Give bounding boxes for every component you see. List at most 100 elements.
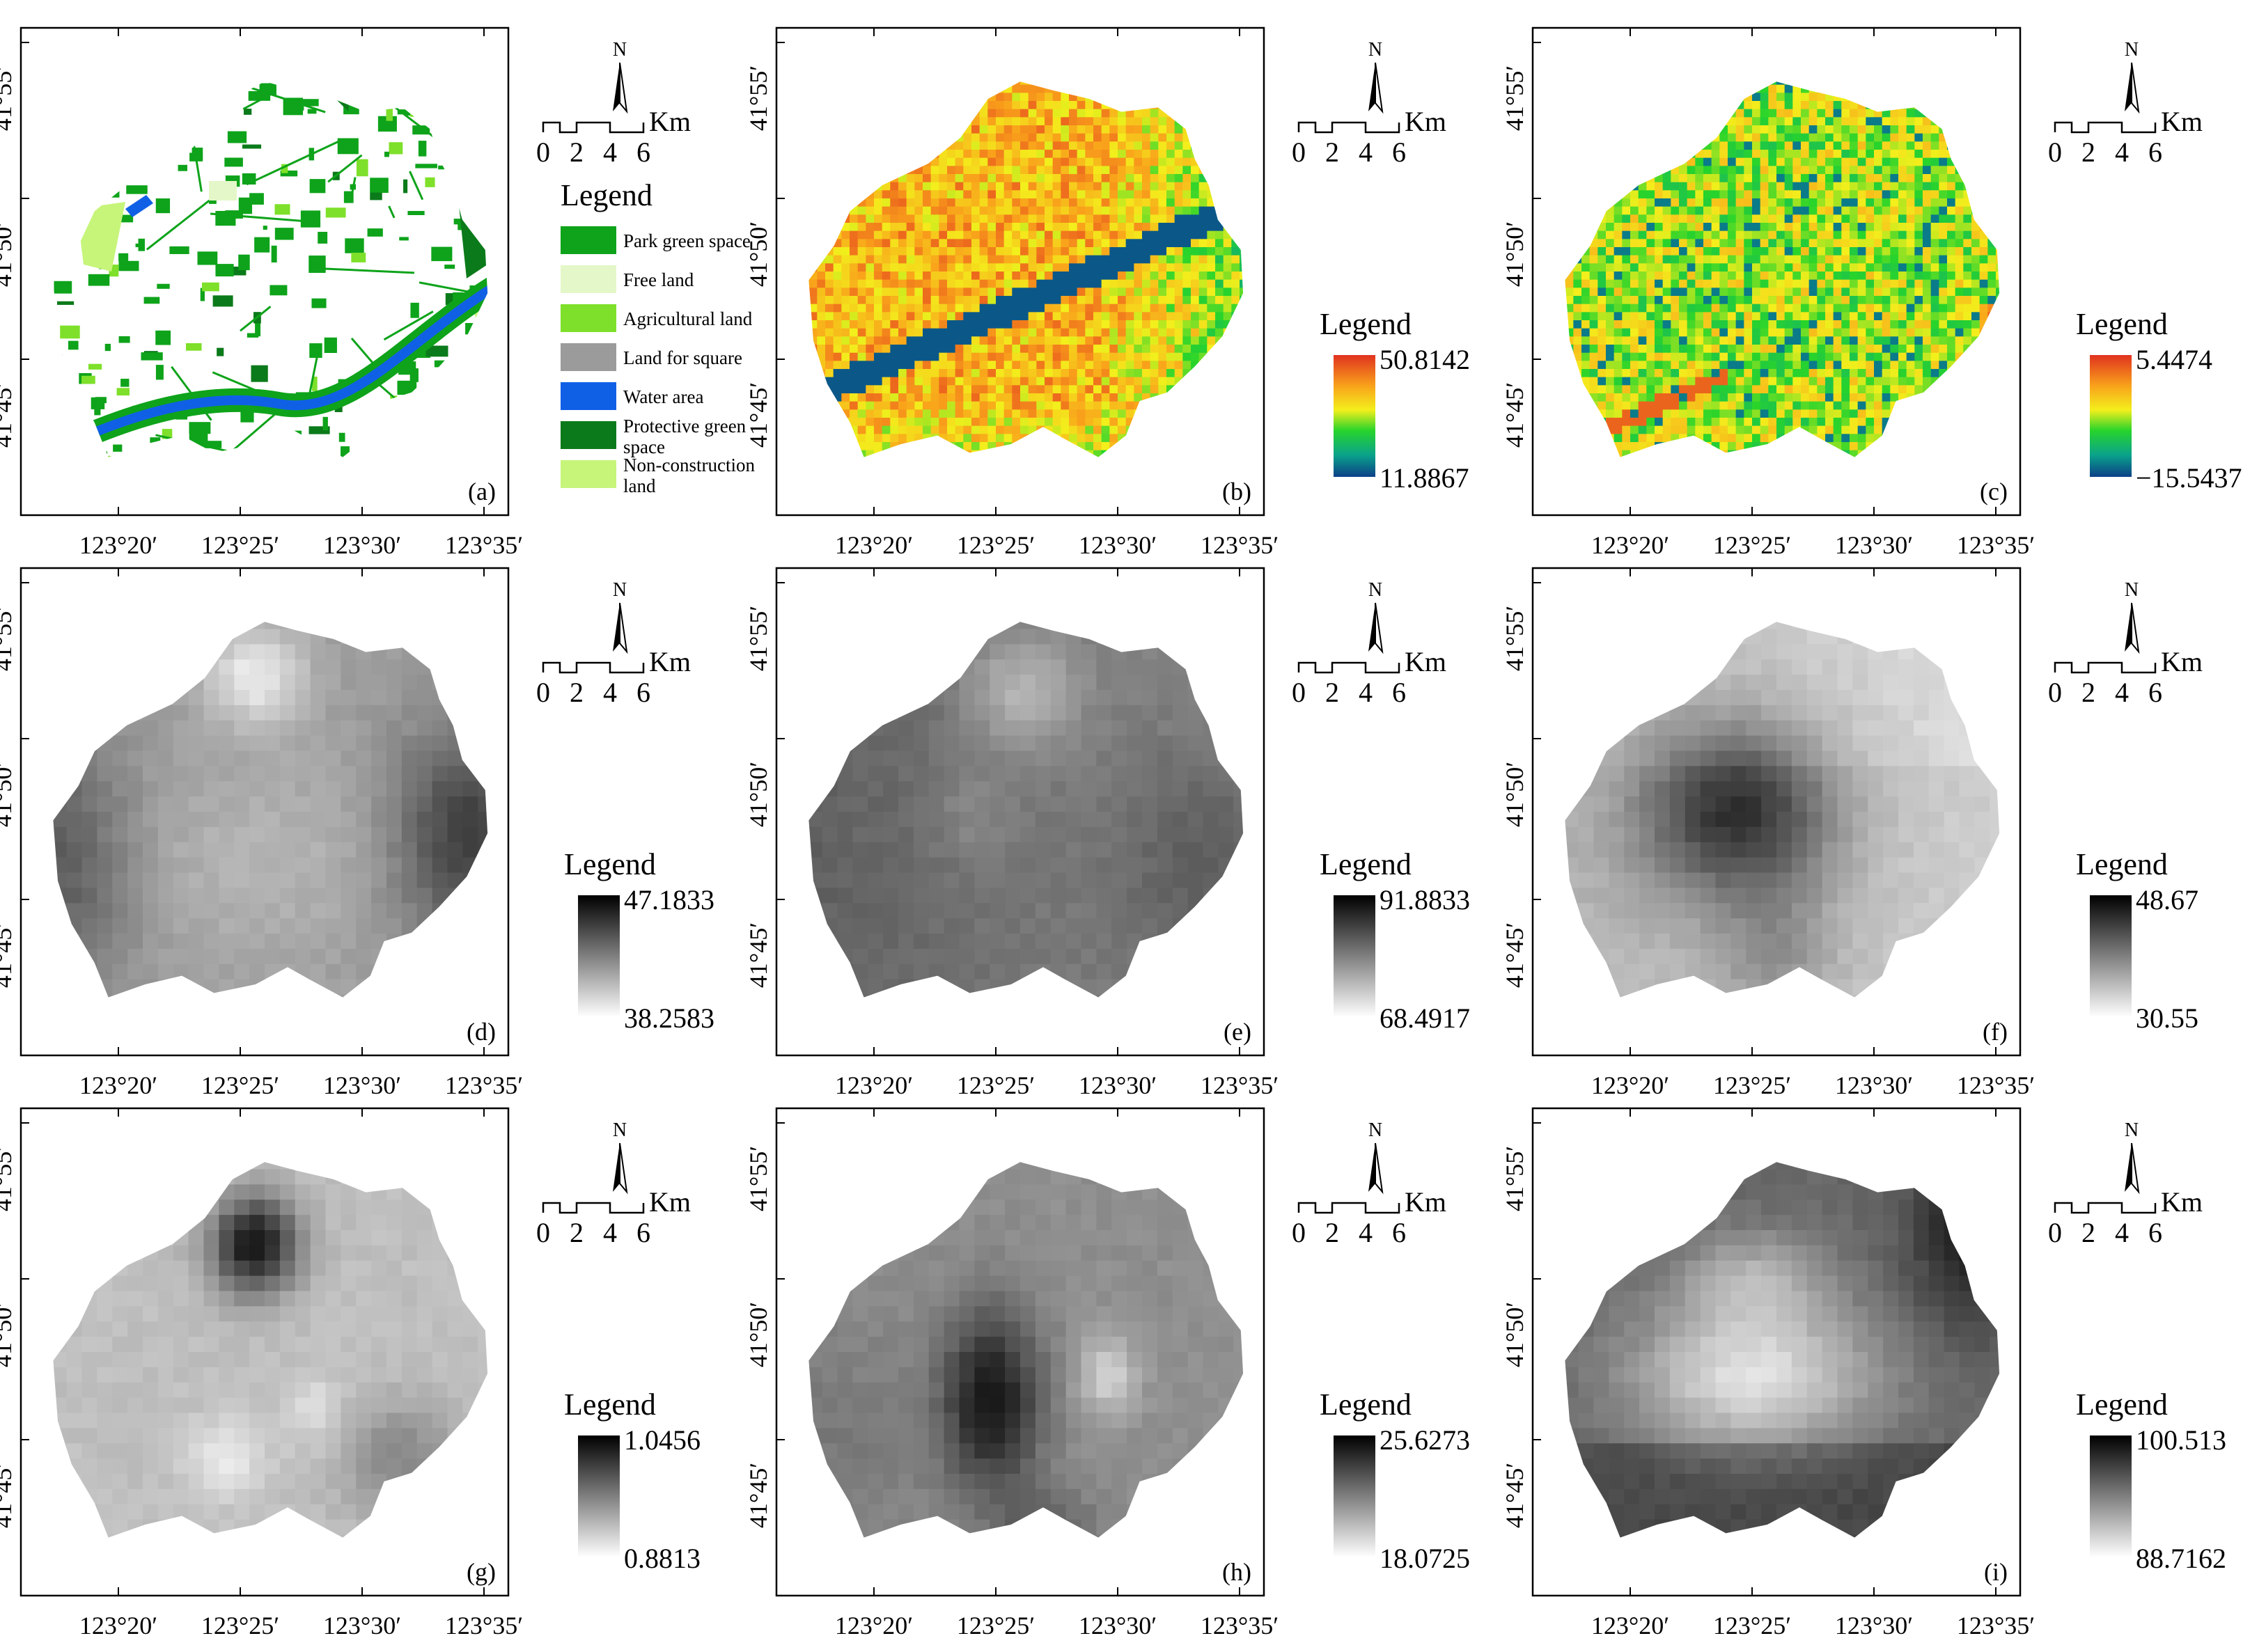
legend-min: 38.2583 [624, 1002, 714, 1034]
legend-min: 68.4917 [1380, 1002, 1470, 1034]
lat-tick-label: 41°55′ [744, 606, 772, 671]
legend-label: Park green space [623, 230, 751, 251]
panel-label: (c) [1980, 478, 2008, 505]
raster-map [21, 1108, 509, 1596]
legend-max: 5.4474 [2136, 344, 2212, 375]
lon-tick-label: 123°25′ [1713, 531, 1791, 559]
legend-title: Legend [1320, 307, 1412, 341]
lat-tick-label: 41°45′ [0, 922, 17, 988]
north-label: N [2125, 1119, 2139, 1141]
legend-swatch [561, 460, 616, 488]
scale-tick: 2 [1325, 677, 1339, 708]
raster-map [1533, 1108, 2021, 1596]
raster-map [21, 568, 509, 1056]
legend-label: Land for square [623, 347, 742, 368]
scale-tick: 4 [603, 677, 617, 708]
legend-color-ramp [2090, 1435, 2132, 1557]
raster-map [1533, 568, 2021, 1056]
scale-tick: 6 [1392, 1217, 1406, 1248]
scale-tick: 0 [2048, 136, 2062, 168]
scale-unit: Km [2161, 106, 2203, 137]
lat-tick-label: 41°45′ [1501, 382, 1529, 448]
scale-unit: Km [1405, 646, 1446, 677]
scale-tick: 6 [636, 1217, 650, 1248]
lon-tick-label: 123°25′ [957, 1071, 1035, 1099]
scale-tick: 6 [636, 136, 650, 168]
raster-map [776, 1108, 1265, 1596]
legend-max: 48.67 [2136, 884, 2198, 915]
lat-tick-label: 41°55′ [1501, 1146, 1529, 1211]
lat-tick-label: 41°50′ [0, 762, 17, 827]
lon-tick-label: 123°20′ [1591, 1071, 1669, 1099]
scale-tick: 4 [1359, 136, 1373, 168]
lat-tick-label: 41°50′ [744, 221, 772, 287]
scale-tick: 4 [2115, 677, 2129, 708]
scale-tick: 4 [2115, 1217, 2129, 1248]
legend-max: 100.513 [2136, 1424, 2226, 1456]
lon-tick-label: 123°20′ [835, 1071, 913, 1099]
legend-title: Legend [564, 847, 656, 881]
scale-tick: 6 [2148, 677, 2162, 708]
lon-tick-label: 123°25′ [957, 531, 1035, 559]
scale-tick: 0 [536, 677, 550, 708]
north-arrow-icon [2125, 63, 2139, 111]
lat-tick-label: 41°55′ [0, 606, 17, 671]
panel-label: (g) [467, 1558, 496, 1586]
lat-tick-label: 41°50′ [1501, 221, 1529, 287]
scale-unit: Km [1405, 1186, 1446, 1218]
lat-tick-label: 41°50′ [0, 221, 17, 287]
legend-color-ramp [2090, 355, 2132, 477]
raster-map [776, 28, 1265, 516]
panel-label: (h) [1222, 1558, 1251, 1586]
scale-bar [2055, 1203, 2155, 1213]
lat-tick-label: 41°55′ [744, 65, 772, 131]
lon-tick-label: 123°35′ [1201, 1612, 1279, 1639]
north-arrow-icon [2125, 603, 2139, 652]
scale-tick: 2 [570, 677, 584, 708]
landuse-map [0, 28, 520, 515]
panel-label: (a) [468, 478, 496, 505]
lat-tick-label: 41°45′ [744, 382, 772, 448]
lon-tick-label: 123°25′ [201, 1071, 279, 1099]
scale-tick: 4 [603, 1217, 617, 1248]
scale-tick: 0 [1292, 677, 1306, 708]
scale-tick: 2 [2081, 1217, 2095, 1248]
legend-swatch [561, 343, 616, 371]
north-arrow-icon [613, 63, 627, 111]
legend-title: Legend [564, 1387, 656, 1422]
scale-tick: 4 [2115, 136, 2129, 168]
north-label: N [1368, 579, 1382, 601]
lon-tick-label: 123°30′ [1079, 531, 1157, 559]
north-arrow-icon [1368, 63, 1382, 111]
legend-title: Legend [2076, 307, 2168, 341]
lon-tick-label: 123°35′ [1957, 531, 2035, 559]
north-label: N [1368, 1119, 1382, 1141]
legend-color-ramp [578, 1435, 620, 1557]
legend-min: 88.7162 [2136, 1543, 2226, 1574]
scale-tick: 2 [1325, 1217, 1339, 1248]
scale-tick: 2 [1325, 136, 1339, 168]
legend-label: land [623, 475, 656, 496]
scale-tick: 2 [2081, 677, 2095, 708]
north-label: N [613, 1119, 627, 1141]
scale-unit: Km [2161, 646, 2203, 677]
scale-bar [2055, 123, 2155, 132]
lat-tick-label: 41°50′ [744, 1302, 772, 1367]
lat-tick-label: 41°55′ [744, 1146, 772, 1211]
legend-swatch [561, 382, 616, 410]
scale-tick: 0 [536, 136, 550, 168]
scale-tick: 4 [603, 136, 617, 168]
lon-tick-label: 123°35′ [445, 531, 523, 559]
north-label: N [2125, 39, 2139, 61]
lon-tick-label: 123°25′ [201, 1612, 279, 1639]
legend-max: 25.6273 [1380, 1424, 1470, 1456]
legend-label: Agricultural land [623, 308, 753, 329]
scale-tick: 2 [2081, 136, 2095, 168]
lat-tick-label: 41°50′ [1501, 1302, 1529, 1367]
lon-tick-label: 123°25′ [957, 1612, 1035, 1639]
scale-bar [1299, 1203, 1399, 1213]
scale-unit: Km [649, 106, 691, 137]
lon-tick-label: 123°30′ [323, 531, 401, 559]
lon-tick-label: 123°30′ [1079, 1071, 1157, 1099]
north-arrow-icon [613, 603, 627, 652]
